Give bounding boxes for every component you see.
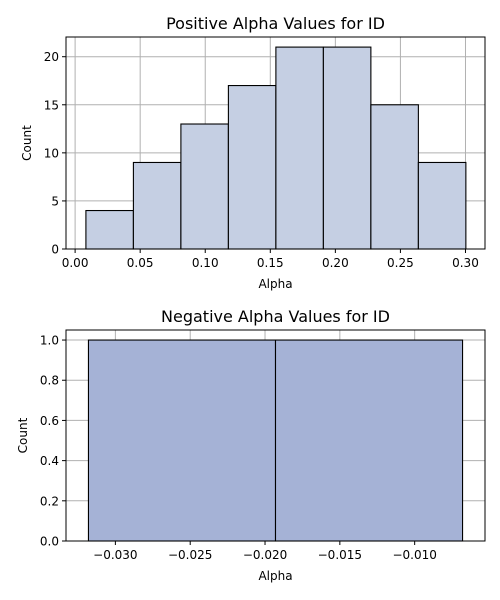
y-axis-label: Count [16, 417, 30, 453]
y-tick-label: 0.4 [40, 454, 59, 468]
histogram-bar [417, 161, 467, 250]
y-axis-label: Count [20, 125, 34, 161]
chart-title: Negative Alpha Values for ID [161, 307, 390, 326]
y-tick-label: 15 [44, 98, 59, 112]
histogram-bar [227, 85, 277, 250]
x-tick-label: −0.020 [243, 548, 287, 562]
histogram-bar [87, 339, 277, 542]
x-tick-label: 0.10 [192, 256, 219, 270]
x-tick-label: −0.010 [392, 548, 436, 562]
histogram-bar [85, 209, 134, 250]
x-tick-label: 0.30 [452, 256, 479, 270]
histogram-bar [132, 161, 182, 250]
x-tick-label: 0.25 [387, 256, 414, 270]
positive-alpha-chart: 0.00 0.05 0.10 0.15 0.20 0.25 0.30 0 5 10 15 20 Po… [20, 14, 486, 291]
x-tick-label: −0.030 [93, 548, 137, 562]
histogram-bar [180, 123, 229, 250]
y-tick-label: 0.0 [40, 535, 59, 549]
y-tick-label: 20 [44, 50, 59, 64]
y-tick-label: 5 [51, 194, 59, 208]
chart-title: Positive Alpha Values for ID [166, 14, 385, 33]
x-tick-label: −0.015 [318, 548, 362, 562]
x-tick-label: 0.00 [62, 256, 89, 270]
x-axis-label: Alpha [258, 569, 292, 583]
x-tick-label: −0.025 [168, 548, 212, 562]
x-tick-label: 0.20 [322, 256, 349, 270]
y-tick-label: 0.2 [40, 494, 59, 508]
histogram-bar [322, 46, 372, 250]
histogram-bar [370, 104, 419, 250]
y-tick-label: 0 [51, 243, 59, 257]
y-tick-label: 0.6 [40, 414, 59, 428]
x-tick-label: 0.05 [127, 256, 154, 270]
plot-frame [65, 36, 486, 250]
y-tick-label: 1.0 [40, 334, 59, 348]
y-tick-label: 0.8 [40, 374, 59, 388]
y-tick-label: 10 [44, 146, 59, 160]
x-tick-label: 0.15 [257, 256, 284, 270]
negative-alpha-chart: −0.030 −0.025 −0.020 −0.015 −0.010 0.0 0.2 0.4… [16, 307, 486, 583]
plot-frame [65, 329, 486, 542]
histogram-bar [275, 46, 324, 250]
histogram-bar [274, 339, 464, 542]
x-axis-label: Alpha [258, 277, 292, 291]
